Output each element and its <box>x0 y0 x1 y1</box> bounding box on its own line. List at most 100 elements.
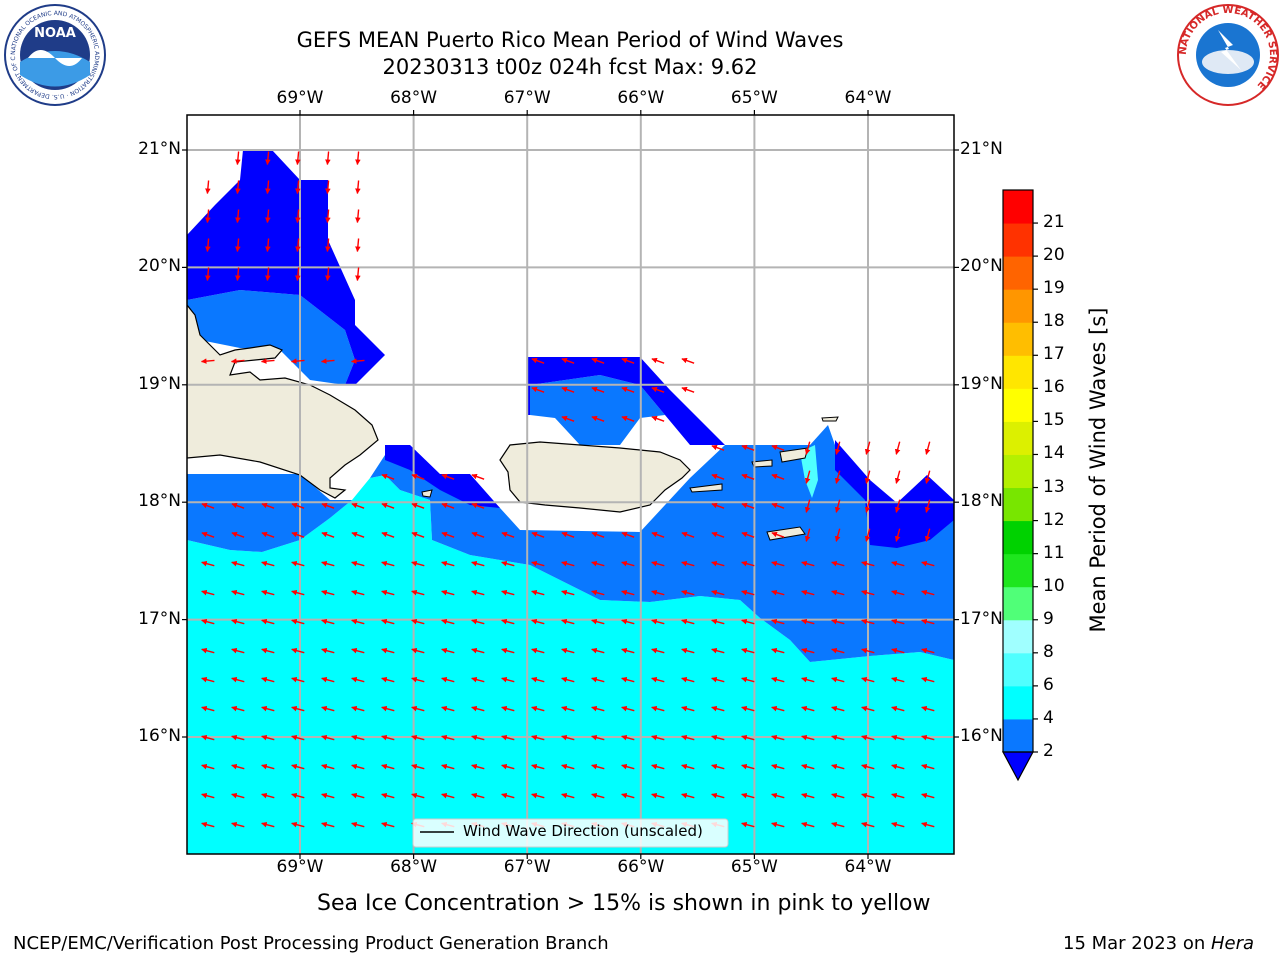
wind-wave-arrow <box>411 502 425 509</box>
wind-wave-arrow <box>741 589 755 596</box>
wind-wave-arrow <box>471 647 485 654</box>
wind-wave-arrow <box>864 470 871 484</box>
wind-wave-arrow <box>261 560 275 567</box>
wind-wave-arrow <box>261 647 275 654</box>
wind-wave-arrow <box>411 705 425 712</box>
wind-wave-arrow <box>381 618 395 625</box>
wind-wave-arrow <box>801 821 815 828</box>
wind-wave-arrow <box>411 763 425 770</box>
footer-left: NCEP/EMC/Verification Post Processing Pr… <box>13 933 609 954</box>
wind-wave-arrow <box>831 821 845 828</box>
wind-wave-arrow <box>621 386 635 393</box>
wind-wave-arrow <box>261 705 275 712</box>
wind-wave-arrow <box>591 415 605 422</box>
wind-wave-arrow <box>741 647 755 654</box>
wind-wave-arrow <box>321 531 335 538</box>
wind-wave-arrow <box>651 589 665 596</box>
wind-wave-arrow <box>861 734 875 741</box>
wind-wave-arrow <box>411 473 425 480</box>
wind-wave-arrow <box>531 705 545 712</box>
wind-wave-arrow <box>681 705 695 712</box>
wind-wave-arrow <box>231 647 245 654</box>
wind-wave-arrow <box>924 470 931 484</box>
footer-right: 15 Mar 2023 on Hera <box>1063 933 1254 954</box>
wind-wave-arrow <box>621 589 635 596</box>
wind-wave-arrow <box>591 386 605 393</box>
wind-wave-arrow <box>801 705 815 712</box>
wind-wave-arrow <box>591 589 605 596</box>
wind-wave-arrow <box>621 734 635 741</box>
wind-wave-arrow <box>801 560 815 567</box>
wind-wave-arrow <box>891 618 905 625</box>
wind-wave-arrow <box>291 502 305 509</box>
colorbar-swatch <box>1003 289 1033 323</box>
wind-wave-arrow <box>561 734 575 741</box>
wind-wave-arrow <box>801 792 815 799</box>
wind-wave-arrows <box>200 151 935 828</box>
wind-wave-arrow <box>501 589 515 596</box>
lat-tick-label-left: 18°N <box>138 491 181 512</box>
wind-wave-arrow <box>201 618 215 625</box>
wind-wave-arrow <box>831 792 845 799</box>
wind-wave-arrow <box>921 792 935 799</box>
wind-wave-arrow <box>231 589 245 596</box>
wind-wave-arrow <box>861 647 875 654</box>
wind-wave-arrow <box>591 560 605 567</box>
wind-wave-arrow <box>355 267 361 282</box>
wind-wave-arrow <box>441 792 455 799</box>
wind-wave-arrow <box>201 763 215 770</box>
wind-wave-arrow <box>411 792 425 799</box>
wind-wave-arrow <box>471 734 485 741</box>
colorbar-swatch <box>1003 652 1033 687</box>
sea-ice-caption: Sea Ice Concentration > 15% is shown in … <box>317 891 931 916</box>
wind-wave-arrow <box>651 734 665 741</box>
colorbar-label: Mean Period of Wind Waves [s] <box>1086 307 1110 633</box>
wind-wave-arrow <box>711 589 725 596</box>
wind-wave-arrow <box>291 705 305 712</box>
wind-wave-arrow <box>711 734 725 741</box>
wind-wave-arrow <box>471 763 485 770</box>
wind-wave-arrow <box>561 705 575 712</box>
wind-wave-arrow <box>205 238 211 253</box>
wind-wave-arrow <box>531 763 545 770</box>
wind-wave-arrow <box>531 357 545 364</box>
wind-wave-arrow <box>591 618 605 625</box>
lat-tick-label-left: 16°N <box>138 726 181 746</box>
wind-wave-arrow <box>325 238 331 253</box>
wind-wave-arrow <box>771 473 785 480</box>
wind-wave-arrow <box>921 705 935 712</box>
wind-wave-arrow <box>921 821 935 828</box>
wind-wave-arrow <box>201 502 215 509</box>
wind-wave-arrow <box>325 209 331 224</box>
wind-wave-arrow <box>921 589 935 596</box>
wind-wave-arrow <box>295 151 301 166</box>
wind-wave-arrow <box>201 734 215 741</box>
wind-wave-arrow <box>921 618 935 625</box>
wind-wave-arrow <box>231 618 245 625</box>
wind-wave-arrow <box>471 792 485 799</box>
lon-tick-label-top: 69°W <box>276 88 324 108</box>
wind-wave-arrow <box>891 821 905 828</box>
anegada-island <box>821 416 839 422</box>
wind-wave-arrow <box>321 734 335 741</box>
wind-wave-arrow <box>804 528 811 542</box>
wind-wave-arrow <box>321 647 335 654</box>
wind-wave-arrow <box>711 473 725 480</box>
wind-wave-arrow <box>261 618 275 625</box>
colorbar-tick-label: 13 <box>1043 476 1065 497</box>
colorbar-swatch <box>1003 685 1033 720</box>
wind-wave-arrow <box>325 151 331 166</box>
colorbar-swatch <box>1003 223 1033 257</box>
wind-wave-arrow <box>351 763 365 770</box>
wind-wave-arrow <box>861 763 875 770</box>
wind-wave-arrow <box>531 386 545 393</box>
virgin-islands <box>779 447 809 463</box>
wind-wave-arrow <box>265 180 271 195</box>
axis-ticks <box>182 110 959 859</box>
wind-wave-arrow <box>501 676 515 683</box>
wind-wave-arrow <box>471 531 485 538</box>
wind-wave-arrow <box>711 531 725 538</box>
wind-wave-arrow <box>741 734 755 741</box>
colorbar-swatch <box>1003 322 1033 356</box>
